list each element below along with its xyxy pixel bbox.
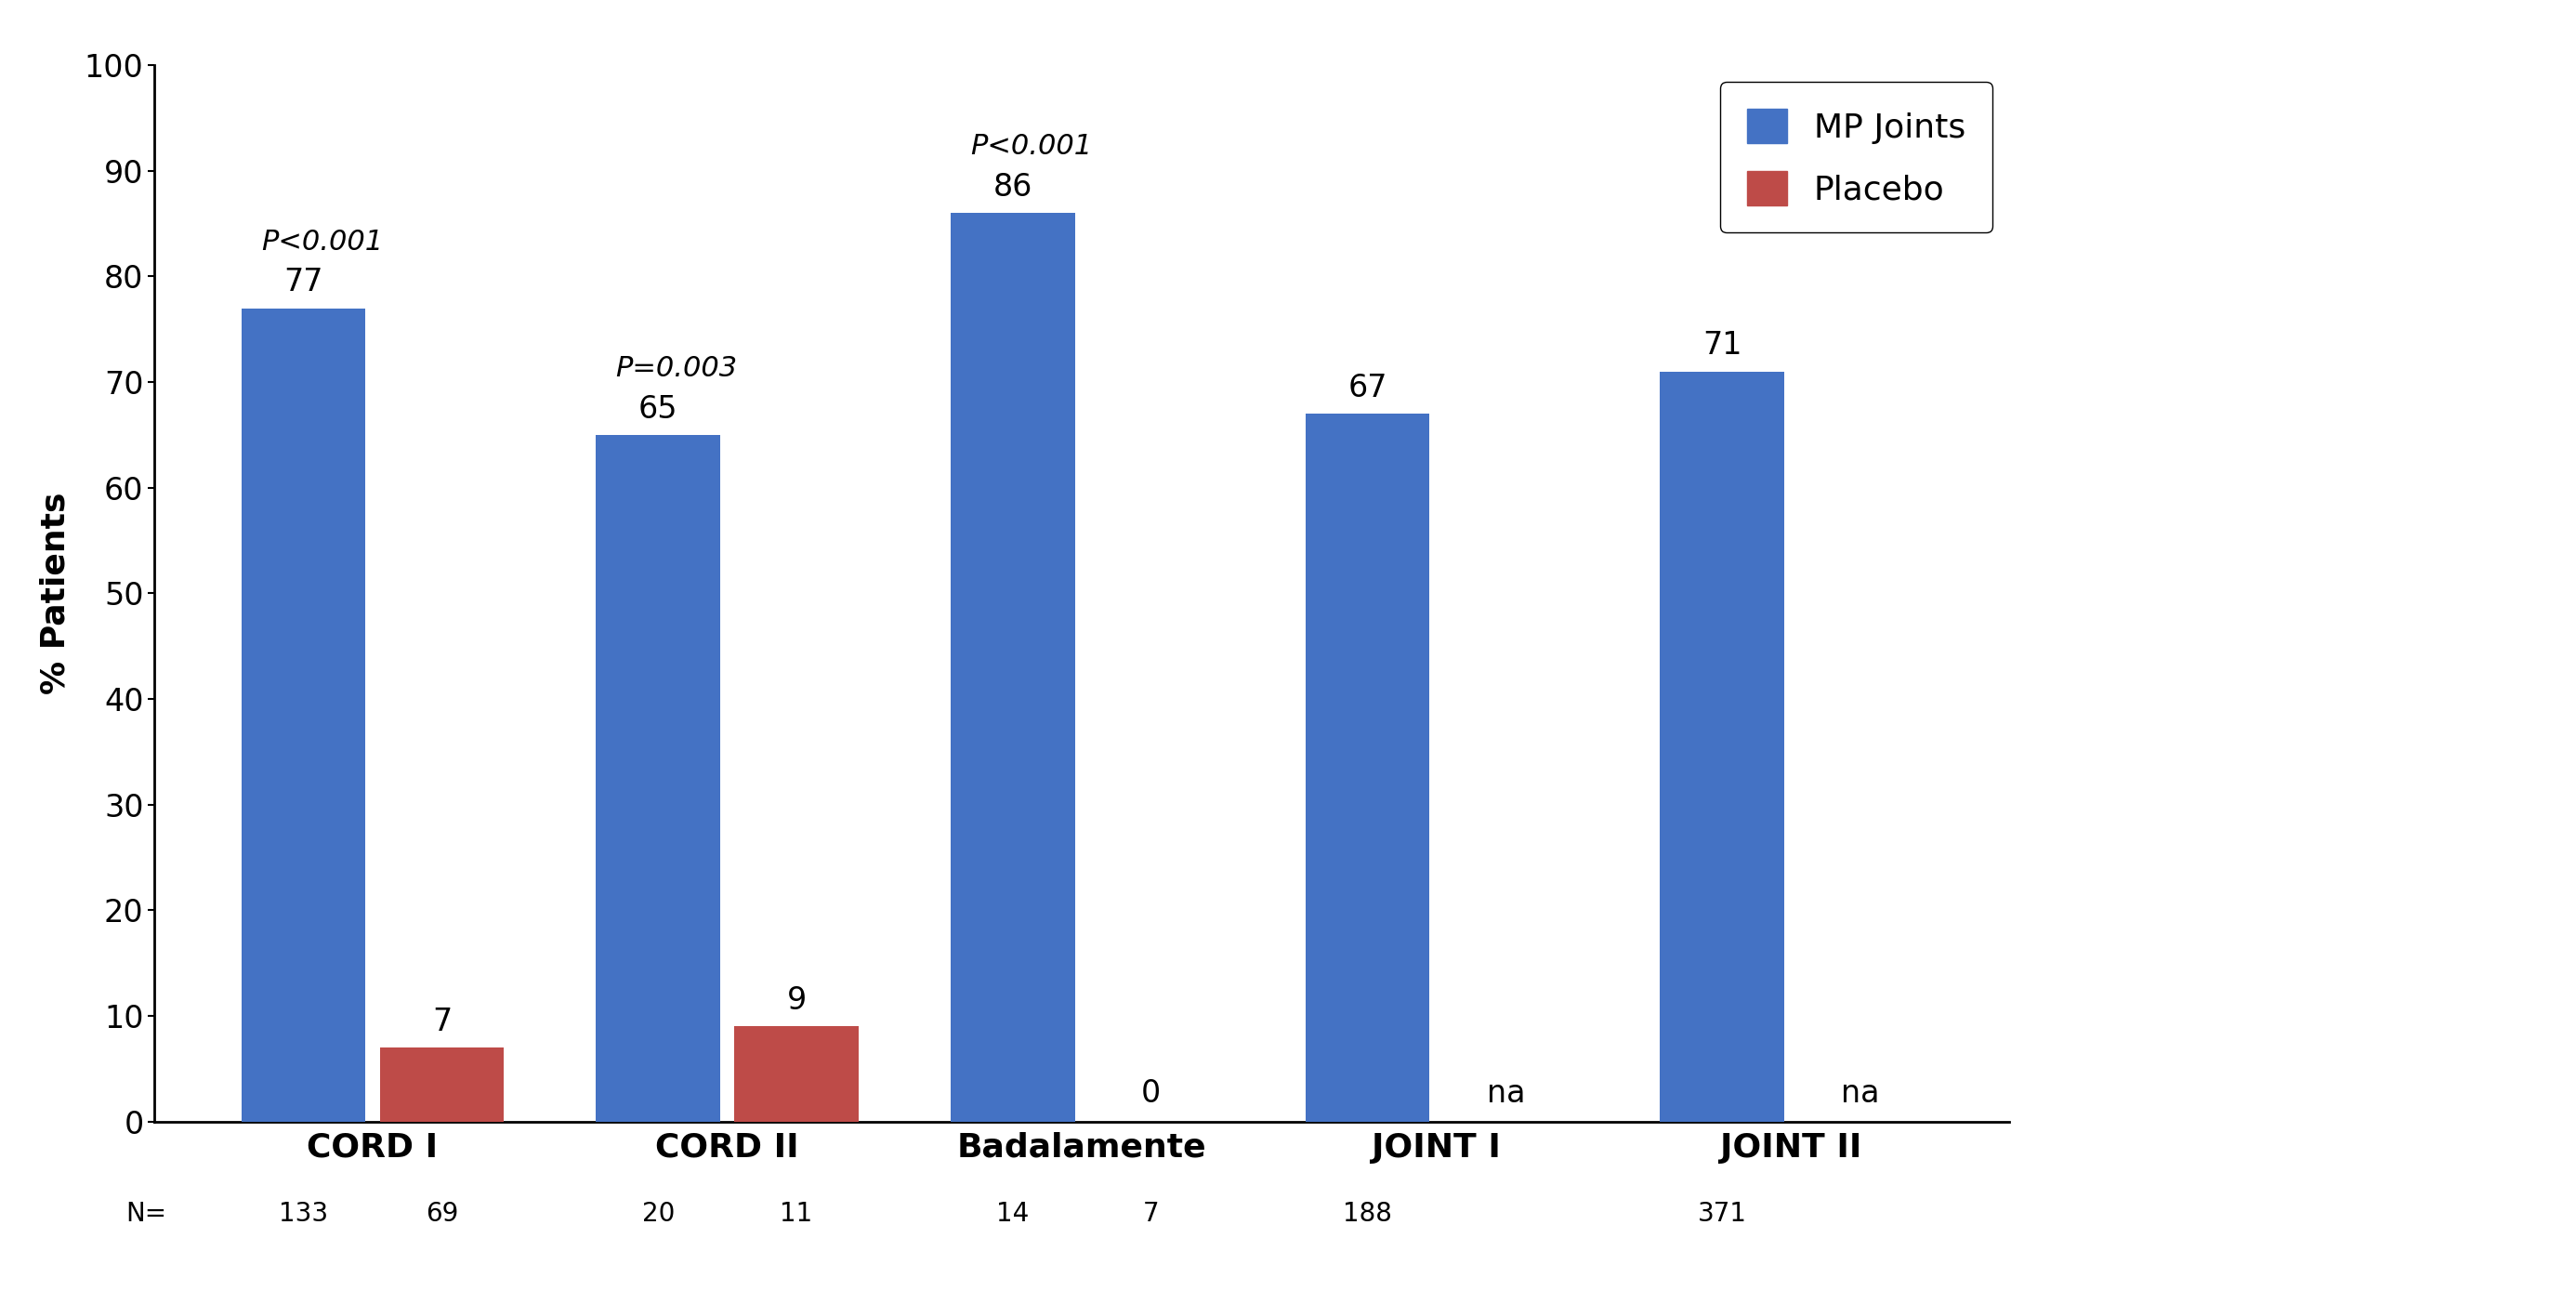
Text: 0: 0 <box>1141 1078 1162 1108</box>
Text: na: na <box>1486 1078 1525 1108</box>
Bar <box>595 436 721 1121</box>
Text: 65: 65 <box>639 394 677 424</box>
Text: 86: 86 <box>994 172 1033 202</box>
Text: 20: 20 <box>641 1201 675 1227</box>
Text: P=0.003: P=0.003 <box>616 355 737 382</box>
Bar <box>734 1026 858 1121</box>
Text: 9: 9 <box>786 985 806 1016</box>
Text: 14: 14 <box>997 1201 1030 1227</box>
Text: 371: 371 <box>1698 1201 1747 1227</box>
Text: 133: 133 <box>278 1201 327 1227</box>
Bar <box>242 308 366 1121</box>
Text: 11: 11 <box>781 1201 814 1227</box>
Text: 69: 69 <box>425 1201 459 1227</box>
Text: 67: 67 <box>1347 373 1386 403</box>
Text: na: na <box>1842 1078 1880 1108</box>
Text: 77: 77 <box>283 267 322 297</box>
Text: N=: N= <box>126 1201 167 1227</box>
Text: 7: 7 <box>433 1007 451 1037</box>
Bar <box>1659 372 1785 1121</box>
Text: P<0.001: P<0.001 <box>971 133 1092 160</box>
Bar <box>951 213 1074 1121</box>
Bar <box>1306 413 1430 1121</box>
Bar <box>379 1047 505 1121</box>
Legend: MP Joints, Placebo: MP Joints, Placebo <box>1721 82 1991 232</box>
Text: P<0.001: P<0.001 <box>260 228 384 256</box>
Text: 7: 7 <box>1144 1201 1159 1227</box>
Y-axis label: % Patients: % Patients <box>39 492 72 695</box>
Text: 71: 71 <box>1703 330 1741 361</box>
Text: 188: 188 <box>1342 1201 1391 1227</box>
